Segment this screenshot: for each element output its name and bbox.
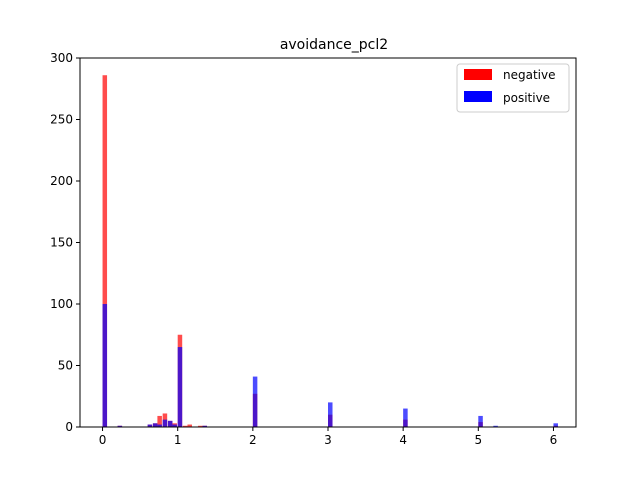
x-tick-label: 5 <box>474 433 482 447</box>
legend-label-negative: negative <box>503 68 555 82</box>
x-tick-label: 3 <box>324 433 332 447</box>
x-tick-label: 2 <box>249 433 257 447</box>
legend-swatch-negative <box>464 69 492 80</box>
bar-negative <box>157 415 162 427</box>
bar-negative <box>102 75 108 427</box>
bar-positive <box>172 424 177 427</box>
bars-layer <box>102 75 558 427</box>
bar-positive <box>202 425 208 427</box>
bar-positive <box>177 347 183 427</box>
y-tick-label: 300 <box>50 51 73 65</box>
bar-positive <box>478 415 483 427</box>
x-tick-label: 1 <box>174 433 182 447</box>
bar-positive <box>252 376 258 427</box>
y-tick-label: 100 <box>50 297 73 311</box>
bar-negative <box>197 425 203 427</box>
bar-positive <box>117 425 123 427</box>
y-tick-label: 150 <box>50 236 73 250</box>
y-tick-label: 0 <box>65 420 73 434</box>
legend: negative positive <box>456 63 570 113</box>
bar-positive <box>493 425 498 427</box>
axes-layer: 0 1 2 3 4 5 6 0 50 100 150 200 250 300 <box>50 51 557 447</box>
bar-positive <box>167 420 173 427</box>
chart-title: avoidance_pcl2 <box>280 37 388 53</box>
x-tick-label: 0 <box>99 433 107 447</box>
x-tick-label: 4 <box>399 433 407 447</box>
bar-positive <box>157 424 162 427</box>
plot-frame <box>79 57 577 428</box>
bar-positive <box>328 402 333 427</box>
bar-positive <box>152 423 158 427</box>
bar-positive <box>553 423 558 427</box>
bar-positive <box>102 304 108 427</box>
y-tick-label: 200 <box>50 174 73 188</box>
bar-positive <box>403 408 408 427</box>
bar-positive <box>162 419 168 427</box>
x-tick-label: 6 <box>550 433 558 447</box>
legend-swatch-positive <box>464 91 492 102</box>
bar-negative <box>187 424 192 427</box>
bar-negative <box>182 425 188 427</box>
legend-label-positive: positive <box>503 91 550 105</box>
y-tick-label: 250 <box>50 113 73 127</box>
y-tick-label: 50 <box>58 359 73 373</box>
bar-positive <box>147 424 153 427</box>
